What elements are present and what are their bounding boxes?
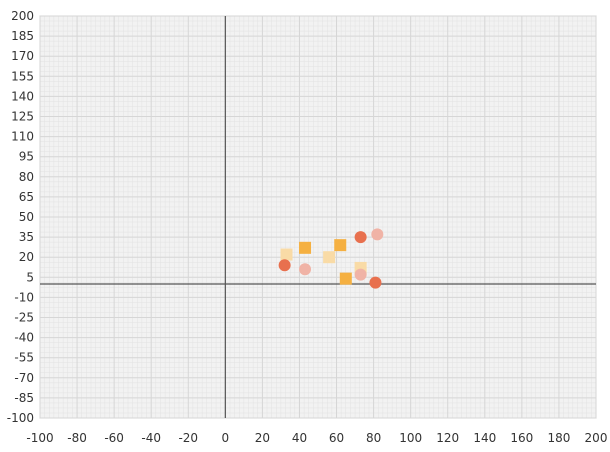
x-tick-label: -100 [26,431,53,445]
x-tick-label: 160 [510,431,533,445]
x-tick-label: 100 [399,431,422,445]
x-tick-label: 0 [222,431,230,445]
y-tick-label: 155 [11,69,34,83]
y-tick-label: -55 [14,351,34,365]
y-tick-label: -40 [14,331,34,345]
y-tick-label: 200 [11,9,34,23]
circle-point [371,228,384,241]
square-point [339,272,352,285]
y-tick-label: 50 [19,210,34,224]
y-tick-label: -100 [7,411,34,425]
x-tick-label: -60 [104,431,124,445]
major-grid [39,15,597,419]
y-tick-label: 80 [19,170,34,184]
square-point [280,248,293,261]
y-tick-label: 125 [11,110,34,124]
y-tick-label: -85 [14,391,34,405]
circle-point [299,263,312,276]
x-tick-label: -40 [141,431,161,445]
axes [40,16,596,418]
x-tick-label: -20 [178,431,198,445]
circle-point [278,259,291,272]
y-tick-label: 185 [11,29,34,43]
data-points [278,228,384,289]
x-tick-label: 20 [255,431,270,445]
y-tick-label: -25 [14,311,34,325]
circle-point [354,231,367,244]
x-tick-label: -80 [67,431,87,445]
y-tick-label: 170 [11,49,34,63]
square-point [323,251,336,264]
x-tick-label: 180 [547,431,570,445]
square-point [334,239,347,252]
x-tick-labels: -100 -80 -60 -40 -20 0 20 40 60 80 100 120 140 160 180… [26,431,607,445]
y-tick-label: 65 [19,190,34,204]
x-tick-label: 80 [366,431,381,445]
y-tick-label: 110 [11,130,34,144]
x-tick-label: 200 [585,431,608,445]
y-tick-label: 5 [26,270,34,284]
circle-point [354,268,367,281]
y-tick-labels: 200 185 170 155 140 125 110 95 80 65 50 35 20 5 -10 -25… [7,9,34,425]
y-tick-label: 20 [19,250,34,264]
x-tick-label: 140 [473,431,496,445]
x-tick-label: 120 [436,431,459,445]
y-tick-label: 95 [19,150,34,164]
y-tick-label: 35 [19,230,34,244]
y-tick-label: 140 [11,89,34,103]
square-point [299,241,312,254]
y-tick-label: -10 [14,290,34,304]
x-tick-label: 40 [292,431,307,445]
circle-point [369,276,382,289]
x-tick-label: 60 [329,431,344,445]
y-tick-label: -70 [14,371,34,385]
